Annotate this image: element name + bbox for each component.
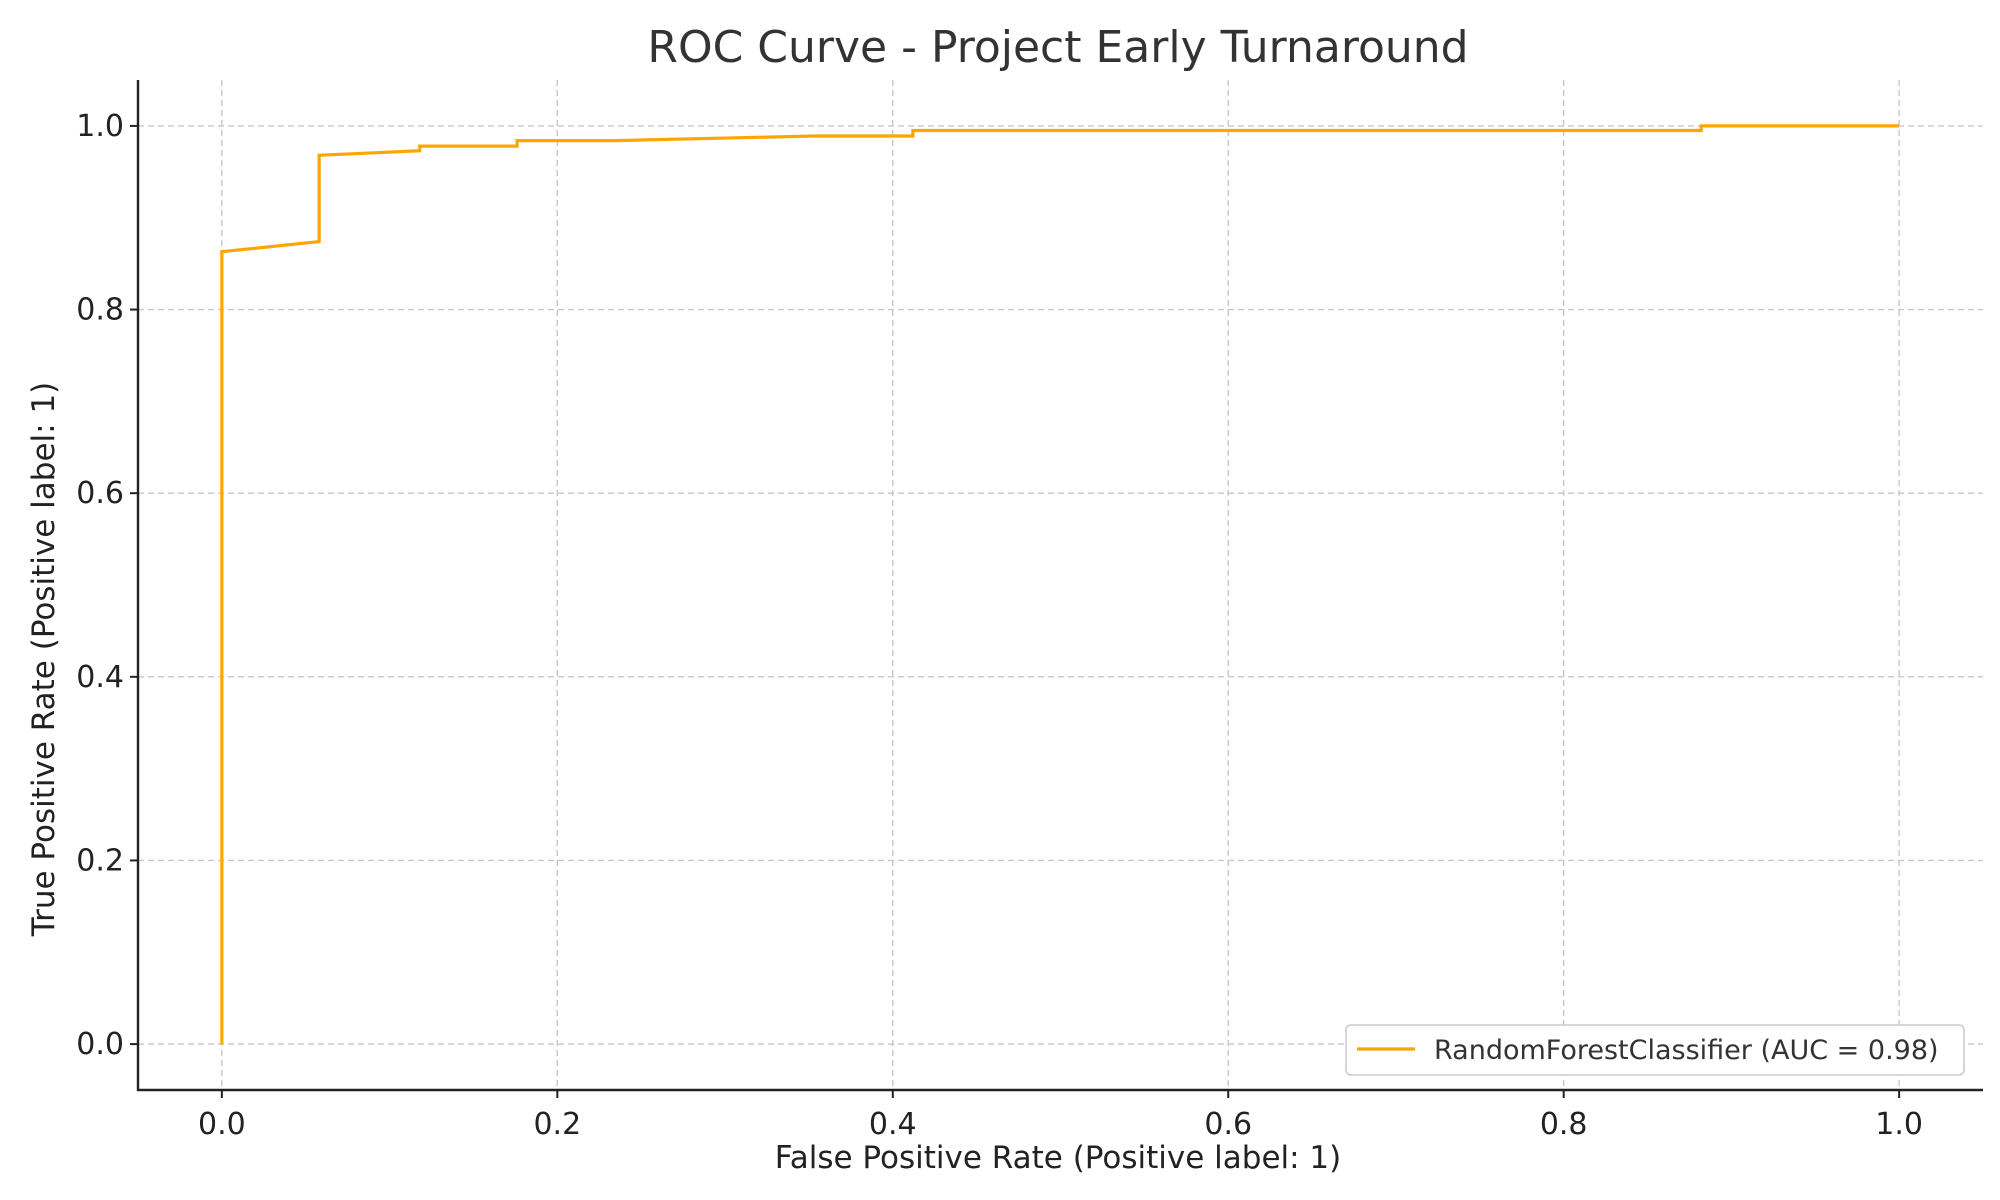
x-tick-label-3: 0.6 [1204, 1107, 1252, 1142]
series-line-0 [220, 124, 1900, 1045]
y-tick-label-0: 0.0 [76, 1027, 124, 1062]
x-tick-label-0: 0.0 [198, 1107, 246, 1142]
y-tick-label-5: 1.0 [76, 109, 124, 144]
y-tick-label-1: 0.2 [76, 843, 124, 878]
axes [136, 80, 1983, 1092]
legend: RandomForestClassifier (AUC = 0.98) [1345, 1024, 1965, 1076]
legend-label: RandomForestClassifier (AUC = 0.98) [1434, 1035, 1939, 1066]
x-tick-label-5: 1.0 [1875, 1107, 1923, 1142]
legend-box [1345, 1024, 1965, 1076]
y-tick-label-3: 0.6 [76, 476, 124, 511]
ticks: 0.0 0.2 0.4 0.6 0.8 1.0 0.0 0.2 0.4 0.6 0.8 1.0 [76, 109, 1923, 1142]
y-axis-label: True Positive Rate (Positive label: 1) [26, 382, 62, 938]
chart-title: ROC Curve - Project Early Turnaround [647, 22, 1468, 73]
grid-lines [138, 80, 1983, 1090]
x-axis-label: False Positive Rate (Positive label: 1) [775, 1140, 1342, 1176]
x-tick-label-4: 0.8 [1540, 1107, 1588, 1142]
x-tick-label-1: 0.2 [533, 1107, 581, 1142]
series-layer [220, 124, 1900, 1045]
y-tick-label-4: 0.8 [76, 293, 124, 328]
x-tick-label-2: 0.4 [869, 1107, 917, 1142]
y-tick-label-2: 0.4 [76, 660, 124, 695]
